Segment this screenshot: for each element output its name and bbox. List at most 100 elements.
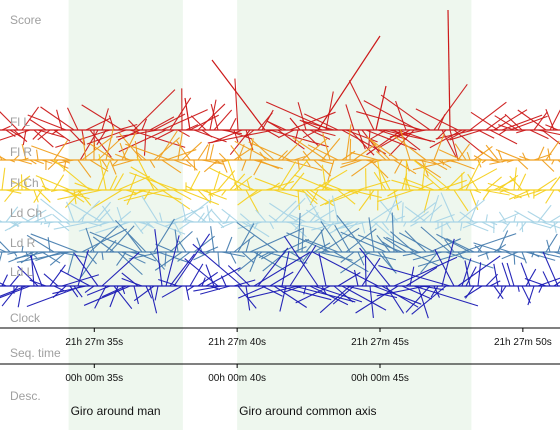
clock-tick-label: 21h 27m 35s (65, 337, 123, 348)
glyph-stroke (257, 247, 289, 287)
glyph-stroke (129, 173, 137, 191)
glyph-stroke (457, 199, 486, 223)
glyph-stroke (495, 149, 523, 161)
glyph-stroke (527, 285, 535, 306)
glyph-stroke (513, 189, 543, 199)
glyph-stroke (81, 228, 127, 253)
glyph-stroke (457, 255, 501, 287)
glyph-stroke (356, 111, 423, 131)
glyph-stroke (197, 271, 218, 287)
glyph-stroke (105, 126, 115, 161)
glyph-stroke (96, 129, 107, 146)
glyph-stroke (117, 251, 143, 276)
glyph-stroke (505, 251, 526, 261)
glyph-stroke (359, 247, 391, 287)
glyph-stroke (37, 189, 51, 203)
glyph-stroke (269, 129, 329, 148)
glyph-stroke (340, 251, 355, 263)
glyph-stroke (391, 179, 427, 191)
series-1-glyphs (0, 78, 560, 162)
clock-tick-label: 21h 27m 50s (494, 337, 552, 348)
glyph-stroke (181, 141, 202, 161)
glyph-stroke (529, 221, 551, 229)
glyph-stroke (184, 218, 195, 223)
glyph-stroke (409, 202, 436, 223)
glyph-stroke (117, 129, 141, 141)
glyph-stroke (89, 159, 109, 172)
glyph-stroke (159, 212, 163, 223)
glyph-stroke (116, 129, 159, 138)
glyph-stroke (201, 129, 213, 138)
glyph-stroke (557, 244, 560, 253)
glyph-stroke (413, 159, 451, 191)
glyph-stroke (121, 277, 143, 287)
glyph-stroke (355, 285, 399, 314)
glyph-stroke (77, 159, 92, 178)
glyph-stroke (294, 221, 303, 231)
glyph-stroke (179, 221, 191, 230)
glyph-stroke (189, 263, 204, 287)
glyph-stroke (317, 159, 333, 165)
glyph-stroke (541, 129, 560, 145)
glyph-stroke (190, 115, 207, 131)
glyph-stroke (261, 285, 283, 297)
glyph-stroke (376, 235, 391, 253)
glyph-stroke (499, 248, 511, 253)
glyph-stroke (249, 138, 254, 161)
series-3-glyphs (0, 154, 560, 214)
glyph-stroke (260, 251, 275, 260)
glyph-stroke (497, 212, 520, 223)
glyph-stroke (409, 266, 415, 287)
glyph-stroke (0, 285, 27, 297)
glyph-stroke (229, 251, 237, 264)
glyph-stroke (133, 221, 144, 235)
glyph-stroke (49, 251, 67, 266)
glyph-stroke (320, 229, 327, 253)
glyph-stroke (221, 251, 245, 258)
glyph-stroke (176, 140, 191, 161)
glyph-stroke (513, 167, 517, 191)
glyph-stroke (421, 204, 443, 223)
glyph-stroke (0, 220, 3, 223)
glyph-stroke (336, 215, 367, 253)
glyph-stroke (547, 148, 551, 161)
glyph-stroke (303, 285, 307, 295)
seq-tick-label: 00h 00m 35s (65, 373, 123, 384)
glyph-stroke (26, 234, 55, 253)
row-label-score: Score (10, 13, 42, 27)
glyph-stroke (254, 177, 287, 191)
glyph-stroke (117, 189, 147, 201)
glyph-stroke (409, 251, 440, 267)
glyph-stroke (109, 175, 118, 191)
glyph-stroke (273, 285, 307, 308)
glyph-stroke (74, 189, 87, 194)
glyph-stroke (454, 143, 467, 161)
glyph-stroke (29, 279, 47, 287)
glyph-stroke (398, 232, 435, 253)
glyph-stroke (421, 159, 429, 177)
glyph-stroke (149, 159, 156, 169)
glyph-stroke (173, 233, 211, 287)
glyph-stroke (485, 176, 502, 191)
glyph-stroke (447, 9, 451, 131)
glyph-stroke (349, 138, 352, 161)
glyph-stroke (457, 168, 498, 191)
glyph-stroke (301, 129, 320, 147)
glyph-stroke (549, 109, 560, 131)
glyph-stroke (116, 251, 127, 266)
glyph-stroke (385, 195, 398, 223)
glyph-stroke (196, 237, 203, 253)
glyph-stroke (391, 212, 395, 253)
glyph-stroke (474, 244, 483, 253)
glyph-stroke (14, 251, 47, 259)
glyph-stroke (430, 285, 439, 298)
glyph-stroke (273, 189, 298, 198)
glyph-stroke (69, 129, 85, 145)
glyph-stroke (249, 221, 255, 230)
glyph-stroke (136, 156, 155, 191)
glyph-stroke (324, 189, 363, 205)
glyph-stroke (269, 182, 281, 191)
glyph-stroke (146, 178, 159, 191)
glyph-stroke (313, 129, 336, 137)
